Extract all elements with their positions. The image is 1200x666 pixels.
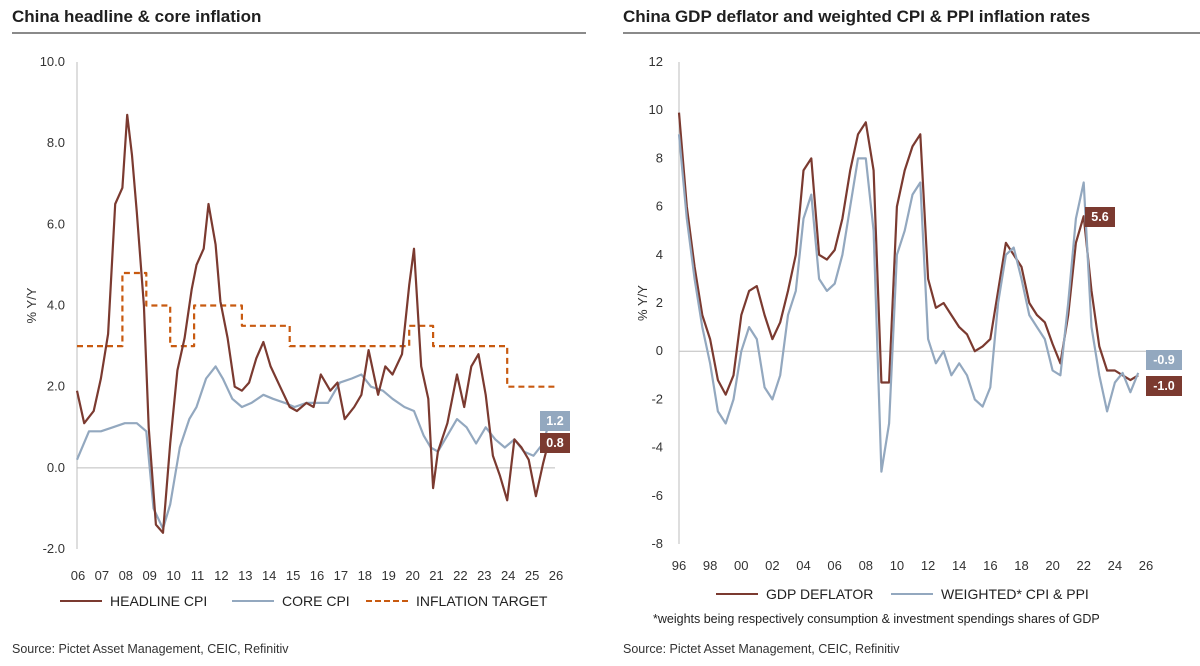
left-x-tick-label: 26	[549, 568, 563, 583]
left-x-tick-label: 17	[334, 568, 348, 583]
right-x-tick-label: 18	[1014, 558, 1028, 573]
right-x-tick-label: 26	[1139, 558, 1153, 573]
legend-weighted-cpi-ppi: WEIGHTED* CPI & PPI	[891, 586, 1089, 602]
peak-value-badge: 5.6	[1085, 207, 1115, 227]
weighted-last-value-badge: -0.9	[1146, 350, 1182, 370]
legend-headline-cpi-label: HEADLINE CPI	[110, 593, 208, 609]
left-x-tick-label: 20	[405, 568, 419, 583]
left-y-tick-label: 0.0	[47, 460, 65, 475]
weighted-cpi-ppi-line	[677, 134, 1140, 473]
legend-core-cpi-label: CORE CPI	[282, 593, 350, 609]
left-y-tick-label: 10.0	[40, 54, 65, 69]
weighted-cpi-ppi-swatch	[891, 593, 933, 595]
right-source-note: Source: Pictet Asset Management, CEIC, R…	[623, 642, 900, 656]
left-x-tick-label: 16	[310, 568, 324, 583]
left-x-tick-label: 15	[286, 568, 300, 583]
right-y-tick-label: -4	[651, 440, 663, 455]
left-x-tick-label: 10	[166, 568, 180, 583]
right-chart-title: China GDP deflator and weighted CPI & PP…	[623, 7, 1091, 26]
right-y-tick-label: 12	[649, 54, 663, 69]
deflator-last-value-badge: -1.0	[1146, 376, 1182, 396]
right-x-tick-label: 00	[734, 558, 748, 573]
left-x-tick-label: 07	[95, 568, 109, 583]
right-x-tick-label: 98	[703, 558, 717, 573]
left-source-note: Source: Pictet Asset Management, CEIC, R…	[12, 642, 289, 656]
left-x-tick-label: 06	[71, 568, 85, 583]
right-y-tick-label: 8	[656, 150, 663, 165]
right-x-tick-label: 10	[890, 558, 904, 573]
right-title-rule	[623, 32, 1200, 34]
right-y-tick-label: -2	[651, 391, 663, 406]
headline-cpi-line	[75, 113, 552, 534]
left-x-tick-label: 09	[142, 568, 156, 583]
left-x-tick-label: 13	[238, 568, 252, 583]
headline-last-value-badge: 0.8	[540, 433, 570, 453]
right-y-tick-label: 10	[649, 102, 663, 117]
core-cpi-swatch	[232, 600, 274, 602]
right-x-tick-label: 20	[1045, 558, 1059, 573]
legend-inflation-target: INFLATION TARGET	[366, 593, 547, 609]
left-x-tick-label: 25	[525, 568, 539, 583]
legend-inflation-target-label: INFLATION TARGET	[416, 593, 548, 609]
right-x-tick-label: 08	[859, 558, 873, 573]
legend-core-cpi: CORE CPI	[232, 593, 350, 609]
right-x-tick-label: 04	[796, 558, 810, 573]
legend-weighted-cpi-ppi-label: WEIGHTED* CPI & PPI	[941, 586, 1089, 602]
right-x-tick-label: 06	[827, 558, 841, 573]
right-y-tick-label: 6	[656, 199, 663, 214]
right-y-axis-label: % Y/Y	[635, 285, 650, 321]
left-chart-title: China headline & core inflation	[12, 7, 262, 26]
inflation-target-line	[77, 271, 555, 388]
left-x-tick-label: 14	[262, 568, 276, 583]
right-x-tick-label: 22	[1076, 558, 1090, 573]
right-y-tick-label: -8	[651, 536, 663, 551]
right-chart-panel: China GDP deflator and weighted CPI & PP…	[611, 0, 1200, 666]
right-x-tick-label: 02	[765, 558, 779, 573]
right-y-tick-label: 4	[656, 247, 663, 262]
left-x-tick-label: 23	[477, 568, 491, 583]
left-x-tick-label: 22	[453, 568, 467, 583]
gdp-deflator-line	[677, 112, 1139, 396]
left-x-tick-label: 19	[381, 568, 395, 583]
left-x-tick-label: 18	[358, 568, 372, 583]
right-x-tick-label: 96	[672, 558, 686, 573]
left-y-axis-label: % Y/Y	[24, 287, 39, 323]
legend-gdp-deflator: GDP DEFLATOR	[716, 586, 873, 602]
legend-gdp-deflator-label: GDP DEFLATOR	[766, 586, 874, 602]
inflation-target-swatch	[366, 600, 408, 602]
right-y-tick-label: 2	[656, 295, 663, 310]
legend-headline-cpi: HEADLINE CPI	[60, 593, 207, 609]
gdp-deflator-swatch	[716, 593, 758, 595]
left-y-tick-label: 6.0	[47, 216, 65, 231]
right-x-tick-label: 12	[921, 558, 935, 573]
left-y-tick-label: 2.0	[47, 379, 65, 394]
left-x-tick-label: 24	[501, 568, 515, 583]
left-x-tick-label: 12	[214, 568, 228, 583]
left-y-tick-label: -2.0	[43, 541, 65, 556]
left-x-tick-label: 11	[191, 568, 205, 583]
left-x-tick-label: 21	[429, 568, 443, 583]
left-x-tick-label: 08	[119, 568, 133, 583]
right-x-tick-label: 14	[952, 558, 966, 573]
left-y-tick-label: 8.0	[47, 135, 65, 150]
right-footnote: *weights being respectively consumption …	[653, 612, 1100, 626]
left-chart-panel: China headline & core inflation 10.0 8.0 6…	[12, 7, 586, 656]
left-title-rule	[12, 32, 586, 34]
right-y-tick-label: -6	[651, 488, 663, 503]
left-line-chart: 10.0 8.0 6.0 4.0 2.0 0.0 -2.0 06 07 08 09 10 11 12 13 1…	[24, 54, 563, 583]
right-x-tick-label: 16	[983, 558, 997, 573]
core-last-value-badge: 1.2	[540, 411, 570, 431]
left-y-tick-label: 4.0	[47, 298, 65, 313]
right-y-tick-label: 0	[656, 343, 663, 358]
headline-cpi-swatch	[60, 600, 102, 602]
right-x-tick-label: 24	[1108, 558, 1122, 573]
